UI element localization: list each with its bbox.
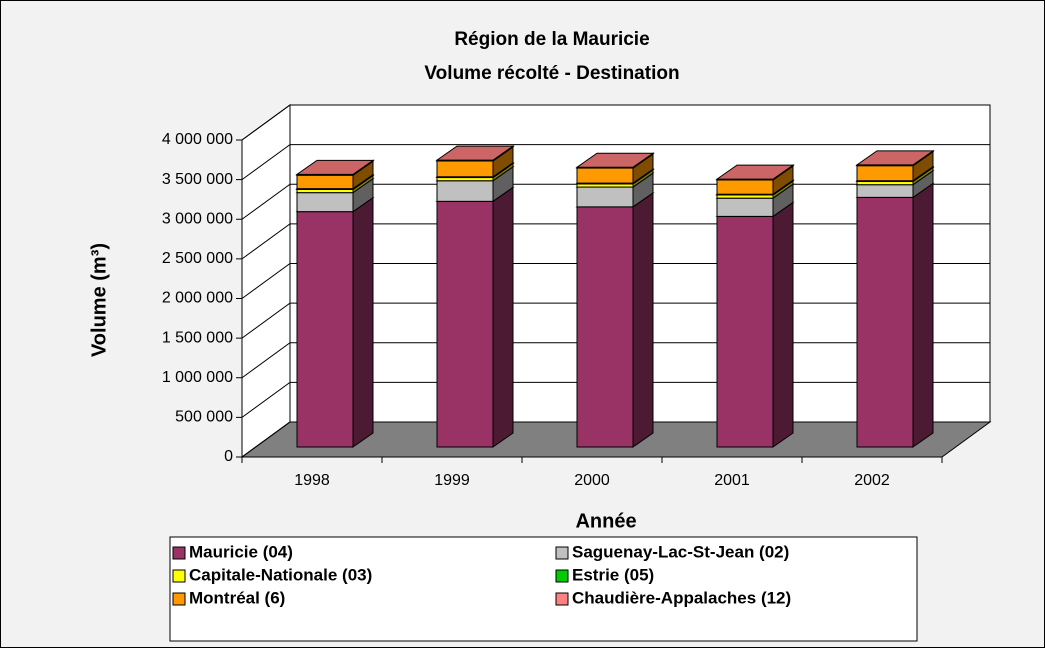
legend-swatch — [172, 569, 186, 583]
legend-swatch — [555, 546, 569, 560]
x-tick-label: 1998 — [294, 472, 330, 489]
bar-top — [435, 145, 515, 161]
bar — [716, 179, 774, 195]
y-tick-label: 2 500 000 — [162, 250, 233, 267]
legend-label: Capitale-Nationale (03) — [189, 565, 372, 584]
bar — [856, 184, 914, 198]
y-tick-label: 0 — [224, 448, 233, 465]
y-tick-label: 500 000 — [175, 409, 233, 426]
legend — [169, 536, 918, 642]
legend-swatch — [555, 569, 569, 583]
legend-label: Mauricie (04) — [189, 542, 293, 561]
x-tick-label: 2001 — [714, 472, 750, 489]
y-axis-title: Volume (m³) — [88, 243, 110, 357]
legend-label: Estrie (05) — [572, 565, 654, 584]
y-tick-label: 4 000 000 — [162, 131, 233, 148]
bar-side — [772, 201, 794, 448]
grid-line — [241, 144, 990, 181]
bar — [716, 197, 774, 217]
bar — [436, 160, 494, 178]
x-axis-title: Année — [575, 510, 636, 532]
y-tick-label: 3 000 000 — [162, 210, 233, 227]
chart-title: Région de la Mauricie — [454, 29, 649, 50]
bar-top — [575, 152, 655, 168]
chart-subtitle: Volume récolté - Destination — [424, 63, 679, 84]
y-tick-label: 1 000 000 — [162, 369, 233, 386]
legend-label: Montréal (6) — [189, 588, 285, 607]
bar — [576, 186, 634, 208]
y-tick-label: 3 500 000 — [162, 171, 233, 188]
bar-top — [295, 159, 375, 175]
x-tick-label: 1999 — [434, 472, 470, 489]
bar-top — [855, 150, 935, 166]
bar — [296, 192, 354, 213]
bar-top — [715, 164, 795, 180]
legend-swatch — [555, 592, 569, 606]
bar — [296, 211, 354, 448]
legend-swatch — [172, 592, 186, 606]
bar — [296, 174, 354, 190]
bar — [856, 165, 914, 182]
bar-side — [632, 191, 654, 448]
x-tick-label: 2002 — [854, 472, 890, 489]
grid-line — [241, 104, 990, 141]
x-tick-label: 2000 — [574, 472, 610, 489]
y-tick-label: 1 500 000 — [162, 329, 233, 346]
bar — [576, 167, 634, 184]
bar-side — [492, 186, 514, 448]
bar — [856, 196, 914, 448]
bar — [436, 200, 494, 448]
y-tick-label: 2 000 000 — [162, 290, 233, 307]
legend-swatch — [172, 546, 186, 560]
bar — [716, 215, 774, 448]
bar-side — [912, 182, 934, 448]
bar-side — [352, 196, 374, 448]
bar — [576, 206, 634, 448]
legend-label: Saguenay-Lac-St-Jean (02) — [572, 542, 789, 561]
legend-label: Chaudière-Appalaches (12) — [572, 588, 791, 607]
bar — [436, 180, 494, 202]
